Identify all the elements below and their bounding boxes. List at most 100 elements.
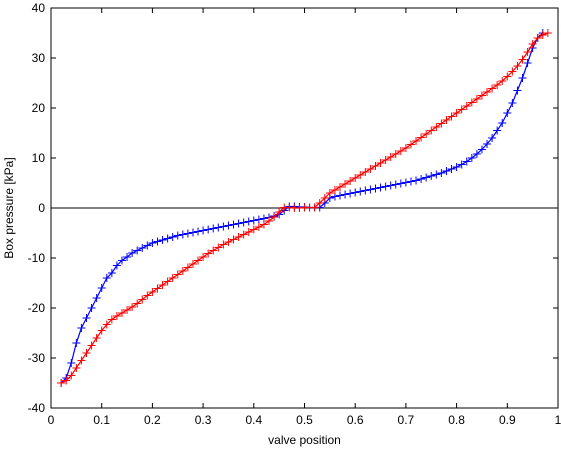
data-point bbox=[396, 179, 405, 188]
data-point bbox=[249, 216, 258, 225]
data-point bbox=[366, 185, 375, 194]
data-point bbox=[77, 356, 86, 365]
data-point bbox=[346, 177, 355, 185]
data-point bbox=[427, 172, 436, 180]
data-point bbox=[361, 186, 370, 195]
x-tick-label: 0.5 bbox=[296, 413, 313, 427]
data-point bbox=[325, 189, 334, 197]
data-point bbox=[498, 77, 507, 85]
data-point bbox=[92, 334, 101, 342]
data-point bbox=[117, 256, 126, 265]
data-point bbox=[178, 267, 187, 275]
x-tick-label: 0 bbox=[48, 413, 55, 427]
data-point bbox=[62, 376, 71, 385]
data-point bbox=[173, 270, 182, 279]
data-point bbox=[67, 359, 76, 367]
data-point bbox=[72, 339, 81, 347]
data-point bbox=[432, 170, 441, 179]
data-point bbox=[320, 194, 329, 202]
data-point bbox=[371, 162, 380, 170]
data-point bbox=[209, 246, 218, 255]
data-point bbox=[97, 326, 106, 335]
data-point bbox=[188, 228, 197, 237]
data-point bbox=[219, 240, 228, 249]
data-point bbox=[239, 230, 248, 239]
data-point bbox=[143, 291, 152, 300]
data-point bbox=[503, 109, 512, 117]
data-point bbox=[148, 288, 157, 296]
data-point bbox=[396, 147, 405, 155]
data-point bbox=[57, 379, 66, 387]
data-point bbox=[335, 191, 344, 200]
data-point bbox=[432, 123, 441, 131]
y-tick-label: -40 bbox=[28, 401, 46, 415]
data-point bbox=[194, 227, 203, 236]
data-point bbox=[219, 222, 228, 231]
data-point bbox=[259, 220, 268, 229]
data-point bbox=[493, 126, 502, 135]
data-point bbox=[498, 119, 507, 127]
data-point bbox=[351, 174, 360, 182]
data-point bbox=[513, 62, 522, 70]
data-point bbox=[406, 140, 415, 149]
data-point bbox=[153, 237, 162, 246]
x-tick-label: 1 bbox=[555, 413, 561, 427]
data-point bbox=[452, 163, 461, 171]
y-tick-label: 20 bbox=[32, 101, 46, 115]
data-point bbox=[87, 341, 96, 350]
y-axis-title: Box pressure [kPa] bbox=[2, 157, 16, 258]
x-tick-label: 0.1 bbox=[93, 413, 110, 427]
data-point bbox=[488, 84, 497, 93]
series-layer bbox=[57, 29, 552, 387]
data-point bbox=[467, 154, 476, 162]
data-point bbox=[72, 364, 81, 372]
data-point bbox=[472, 95, 481, 103]
data-point bbox=[401, 178, 410, 187]
data-point bbox=[107, 269, 116, 277]
data-point bbox=[508, 67, 517, 76]
data-point bbox=[391, 180, 400, 189]
data-point bbox=[437, 119, 446, 128]
data-point bbox=[371, 184, 380, 193]
data-point bbox=[437, 169, 446, 177]
data-point bbox=[366, 165, 375, 173]
data-point bbox=[82, 314, 91, 322]
data-point bbox=[341, 190, 350, 199]
x-ticks: 0 0.1 0.2 0.3 0.4 0.5 0.6 0.7 0.8 0.9 1 bbox=[48, 8, 561, 427]
data-point bbox=[401, 144, 410, 152]
data-point bbox=[376, 183, 385, 192]
data-point bbox=[412, 137, 421, 145]
x-tick-label: 0.6 bbox=[347, 413, 364, 427]
data-point bbox=[422, 173, 431, 182]
data-point bbox=[447, 165, 456, 173]
data-point bbox=[194, 256, 203, 265]
data-point bbox=[442, 167, 451, 175]
data-point bbox=[467, 98, 476, 107]
data-point bbox=[123, 306, 132, 314]
data-point bbox=[538, 31, 547, 39]
data-point bbox=[128, 303, 137, 311]
x-tick-label: 0.2 bbox=[144, 413, 161, 427]
data-point bbox=[209, 224, 218, 233]
data-point bbox=[249, 225, 258, 234]
data-point bbox=[381, 182, 390, 191]
data-point bbox=[92, 294, 101, 302]
data-point bbox=[188, 260, 197, 268]
data-point bbox=[523, 48, 532, 56]
data-point bbox=[330, 186, 339, 194]
data-point bbox=[199, 226, 208, 235]
data-point bbox=[102, 274, 111, 282]
data-point bbox=[462, 157, 471, 166]
data-point bbox=[224, 221, 233, 230]
data-point bbox=[244, 228, 253, 236]
data-point bbox=[204, 249, 213, 258]
y-tick-label: 10 bbox=[32, 151, 46, 165]
data-point bbox=[87, 304, 96, 312]
data-point bbox=[204, 225, 213, 234]
data-point bbox=[229, 220, 238, 229]
data-point bbox=[513, 86, 522, 95]
data-point bbox=[356, 187, 365, 196]
data-point bbox=[483, 88, 492, 96]
data-point bbox=[503, 72, 512, 81]
